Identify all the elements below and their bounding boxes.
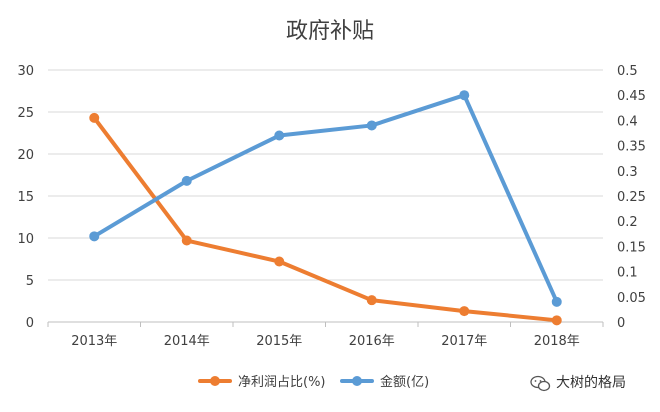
y-right-tick-label: 0 [617,316,625,331]
data-point [366,120,377,131]
legend-swatch-marker [352,376,362,386]
y-right-tick-label: 0.3 [617,165,638,180]
series-layer [89,90,562,326]
y-right-tick-label: 0.2 [617,215,638,230]
y-right-tick-label: 0.15 [617,240,646,255]
data-point [89,112,100,123]
legend-label: 净利润占比(%) [238,375,326,390]
y-left-tick-label: 0 [26,316,34,331]
y-left-tick-label: 10 [17,232,34,247]
y-right-tick-label: 0.5 [617,64,638,79]
legend-item-1: 金额(亿) [340,374,429,390]
x-tick-label: 2015年 [256,334,302,349]
y-right-tick-label: 0.05 [617,291,646,306]
x-tick-label: 2014年 [164,334,210,349]
data-point [181,175,192,186]
y-left-tick-label: 5 [26,274,34,289]
data-point [551,296,562,307]
series-line [92,93,559,304]
legend-label: 金额(亿) [380,374,429,390]
series-1 [89,90,562,307]
data-point [459,90,470,101]
data-point [274,256,285,267]
legend: 净利润占比(%) 金额(亿) [198,374,429,390]
legend-swatch-marker [210,376,220,386]
data-point [181,235,192,246]
y-right-tick-label: 0.25 [617,190,646,205]
wechat-icon [530,375,551,392]
y-left-tick-label: 20 [17,148,34,163]
data-point [274,130,285,141]
axes: 0 5 10 15 20 25 30 0 0.05 0.1 0.15 0.2 0.25 0.3 0.35 0.… [17,64,646,349]
x-tick-label: 2017年 [441,334,487,349]
data-point [459,306,470,317]
y-left-tick-label: 30 [17,64,34,79]
y-right-tick-label: 0.45 [617,89,646,104]
y-right-tick-label: 0.4 [617,114,638,129]
series-0 [89,112,562,326]
chart-title: 政府补贴 [286,19,374,44]
y-left-tick-label: 25 [17,106,34,121]
watermark: 大树的格局 [530,375,626,392]
data-point [89,231,100,242]
y-right-tick-label: 0.35 [617,140,646,155]
y-left-tick-label: 15 [17,190,34,205]
x-tick-label: 2018年 [534,334,580,349]
y-right-tick-label: 0.1 [617,266,638,281]
x-tick-label: 2016年 [349,334,395,349]
gridlines [48,69,603,323]
series-line [92,115,559,323]
legend-item-0: 净利润占比(%) [198,375,326,390]
x-tick-label: 2013年 [71,334,117,349]
data-point [366,295,377,306]
watermark-text: 大树的格局 [556,375,626,391]
data-point [551,315,562,326]
